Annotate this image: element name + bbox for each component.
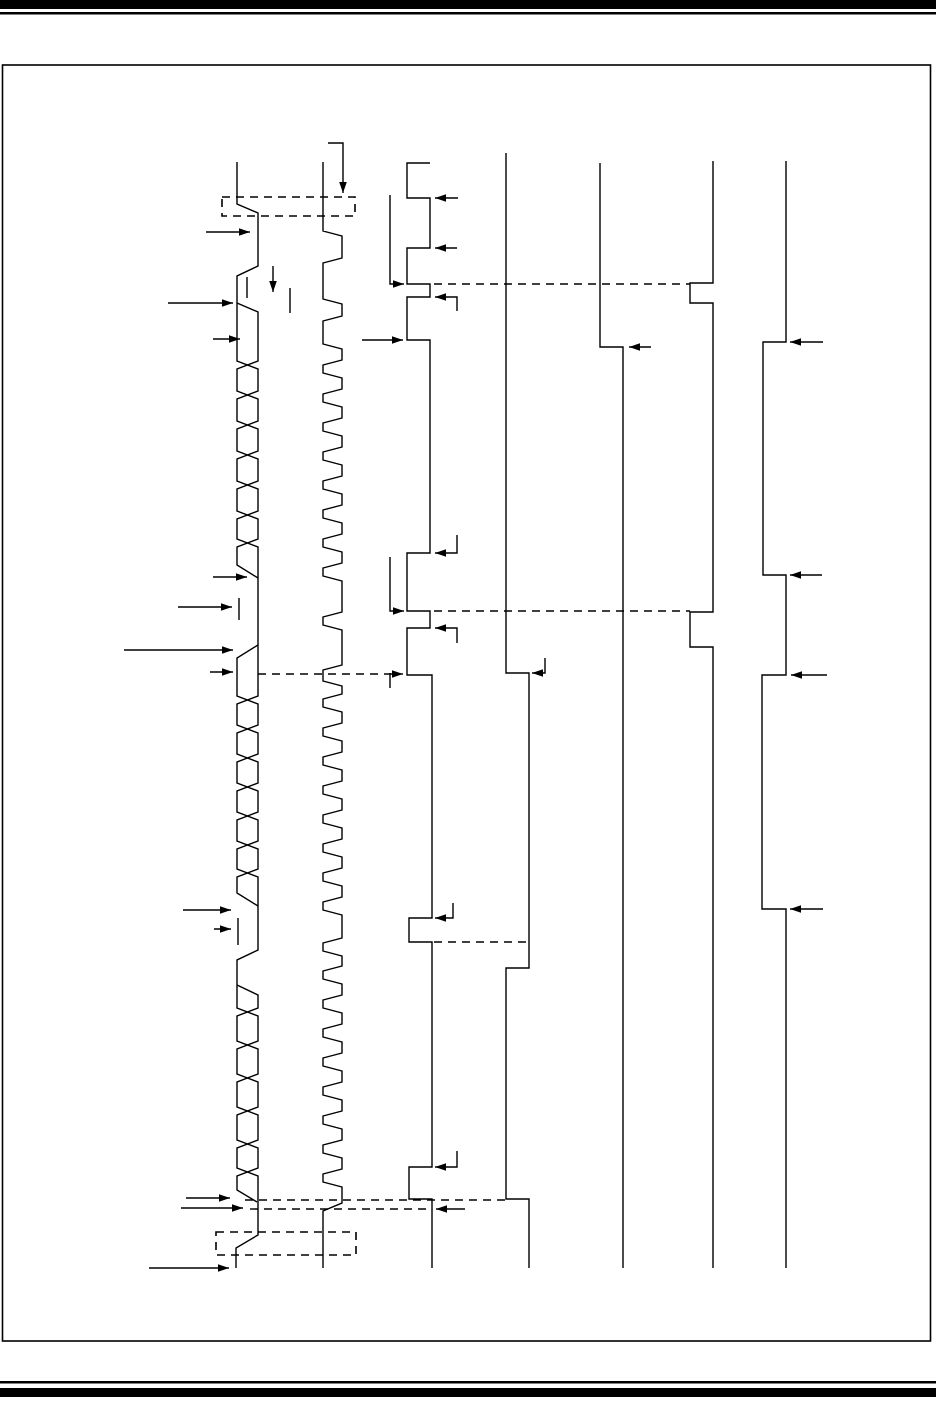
signal-trace-e <box>599 163 624 1268</box>
leader-arrow-pulse-1-head <box>393 280 404 288</box>
cycle-marker-box-bottom <box>215 1231 357 1256</box>
timing-arrow-right-10-head <box>219 1194 230 1202</box>
header-rule-thick <box>0 0 936 9</box>
down-arrow-clock-marker-head <box>339 182 347 193</box>
leader-arrow-pulse-3-head <box>392 336 403 344</box>
timing-arrow-left-9-head <box>532 669 543 677</box>
signal-trace-d <box>505 153 530 1268</box>
signal-trace-g <box>761 161 787 1268</box>
timing-arrow-left-3-head <box>435 293 446 301</box>
timing-arrow-left-10-head <box>629 343 640 351</box>
footer-rule-thin <box>0 1381 936 1384</box>
timing-arrow-right-3-head <box>229 335 240 343</box>
timing-arrow-left-8-head <box>436 1205 447 1213</box>
header-rule-thin <box>0 12 936 15</box>
down-arrow-clock-marker-line <box>328 142 344 193</box>
timing-arrow-right-5-head <box>221 603 232 611</box>
signal-trace-f <box>689 161 714 1268</box>
timing-arrow-left-14-head <box>790 905 801 913</box>
figure-frame <box>1 64 932 1342</box>
timing-arrow-right-9-head <box>220 925 231 933</box>
timing-arrow-left-11-head <box>790 338 801 346</box>
timing-arrow-right-4-head <box>236 573 247 581</box>
timing-arrow-left-12-head <box>790 571 801 579</box>
timing-arrow-left-7-head <box>435 1163 446 1171</box>
timing-arrow-left-4-head <box>435 549 446 557</box>
footer-rule-thick <box>0 1388 936 1397</box>
timing-arrow-left-1-head <box>435 194 446 202</box>
down-arrow-bus-marker-head <box>269 281 277 292</box>
dash-3-arrow-head-head <box>392 670 403 678</box>
bus-trace-branch-3 <box>235 984 259 1268</box>
bus-trace-branch-1 <box>236 302 259 579</box>
bus-trace-main <box>236 162 259 907</box>
pulse-trace <box>406 162 433 1268</box>
timing-arrow-left-6-head <box>435 914 446 922</box>
timing-arrow-right-12-head <box>218 1264 229 1272</box>
leader-arrow-pulse-2-line <box>389 557 404 612</box>
cycle-marker-box-top <box>221 196 356 217</box>
timing-arrow-right-2-head <box>222 299 233 307</box>
leader-arrow-pulse-2-head <box>393 607 404 615</box>
leader-arrow-pulse-1-line <box>389 195 404 285</box>
timing-arrow-left-13-head <box>791 671 802 679</box>
timing-arrow-right-11-head <box>232 1204 243 1212</box>
timing-arrow-right-8-head <box>220 906 231 914</box>
timing-arrow-right-7-head <box>222 668 233 676</box>
timing-arrow-right-6-head <box>222 646 233 654</box>
bus-trace-branch-2 <box>236 644 259 1203</box>
timing-arrow-right-1-head <box>239 228 250 236</box>
timing-arrow-left-2-head <box>435 244 446 252</box>
clock-trace <box>322 162 343 1268</box>
timing-arrow-left-5-head <box>435 624 446 632</box>
timing-arrow-left-9-line <box>532 658 546 674</box>
